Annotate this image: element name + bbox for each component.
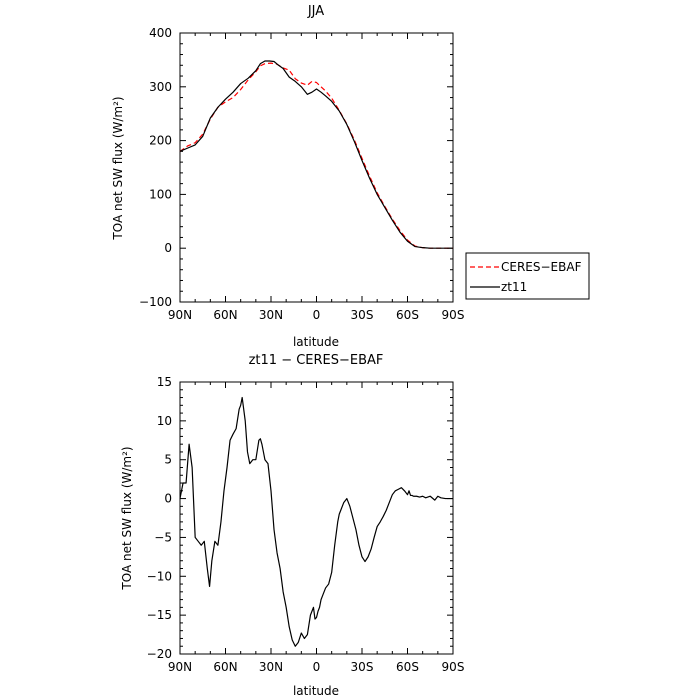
y-tick-label: −20 [147, 647, 172, 661]
difference-series-line [179, 396, 453, 647]
y-axis-label: TOA net SW flux (W/m²) [111, 96, 125, 240]
y-tick-label: −10 [147, 569, 172, 583]
x-tick-label: 60N [213, 660, 237, 674]
plot-lines [179, 60, 453, 249]
x-axis-label: latitude [293, 335, 339, 349]
y-axis-label: TOA net SW flux (W/m²) [120, 446, 134, 590]
chart-difference: zt11 − CERES−EBAF 90N 60N 30N 0 30S 60S 90S −2… [120, 353, 464, 698]
legend: CERES−EBAF zt11 [465, 252, 590, 300]
y-tick-label: 5 [164, 453, 172, 467]
x-tick-label: 90S [442, 660, 465, 674]
x-axis-label: latitude [293, 684, 339, 698]
legend-box [465, 252, 590, 300]
y-tick-label: 400 [149, 26, 172, 40]
x-tick-label: 90S [442, 308, 465, 322]
y-tick-label: 200 [149, 134, 172, 148]
x-tick-label: 90N [168, 660, 192, 674]
x-tick-label: 30N [259, 308, 283, 322]
chart-jja: JJA 90N 60N 30N 0 30S 60S 90S −100 0 100 200 300 40… [111, 4, 590, 349]
x-tick-label: 90N [168, 308, 192, 322]
plot-frame [179, 32, 454, 303]
x-axis: 90N 60N 30N 0 30S 60S 90S [168, 33, 465, 322]
y-tick-label: 300 [149, 80, 172, 94]
ceres-ebaf-series-line [179, 62, 453, 249]
x-tick-label: 0 [313, 308, 321, 322]
x-tick-label: 30N [259, 660, 283, 674]
chart-title: zt11 − CERES−EBAF [249, 353, 384, 368]
x-tick-label: 0 [313, 660, 321, 674]
x-axis: 90N 60N 30N 0 30S 60S 90S [168, 382, 465, 674]
legend-label-ceres: CERES−EBAF [501, 260, 582, 274]
y-tick-label: −15 [147, 608, 172, 622]
y-axis: −100 0 100 200 300 400 [139, 26, 453, 309]
y-axis: −20 −15 −10 −5 0 5 10 15 [147, 375, 453, 661]
y-tick-label: −5 [154, 530, 172, 544]
y-tick-label: −100 [139, 295, 172, 309]
zt11-series-line [179, 60, 453, 249]
x-tick-label: 60N [213, 308, 237, 322]
x-tick-label: 60S [396, 660, 419, 674]
x-tick-label: 30S [351, 308, 374, 322]
plot-lines [179, 396, 453, 647]
y-tick-label: 0 [164, 241, 172, 255]
y-tick-label: 15 [157, 375, 172, 389]
chart-title: JJA [307, 4, 324, 19]
x-tick-label: 60S [396, 308, 419, 322]
y-tick-label: 0 [164, 492, 172, 506]
y-tick-label: 100 [149, 187, 172, 201]
legend-label-zt11: zt11 [501, 280, 527, 294]
y-tick-label: 10 [157, 414, 172, 428]
x-tick-label: 30S [351, 660, 374, 674]
